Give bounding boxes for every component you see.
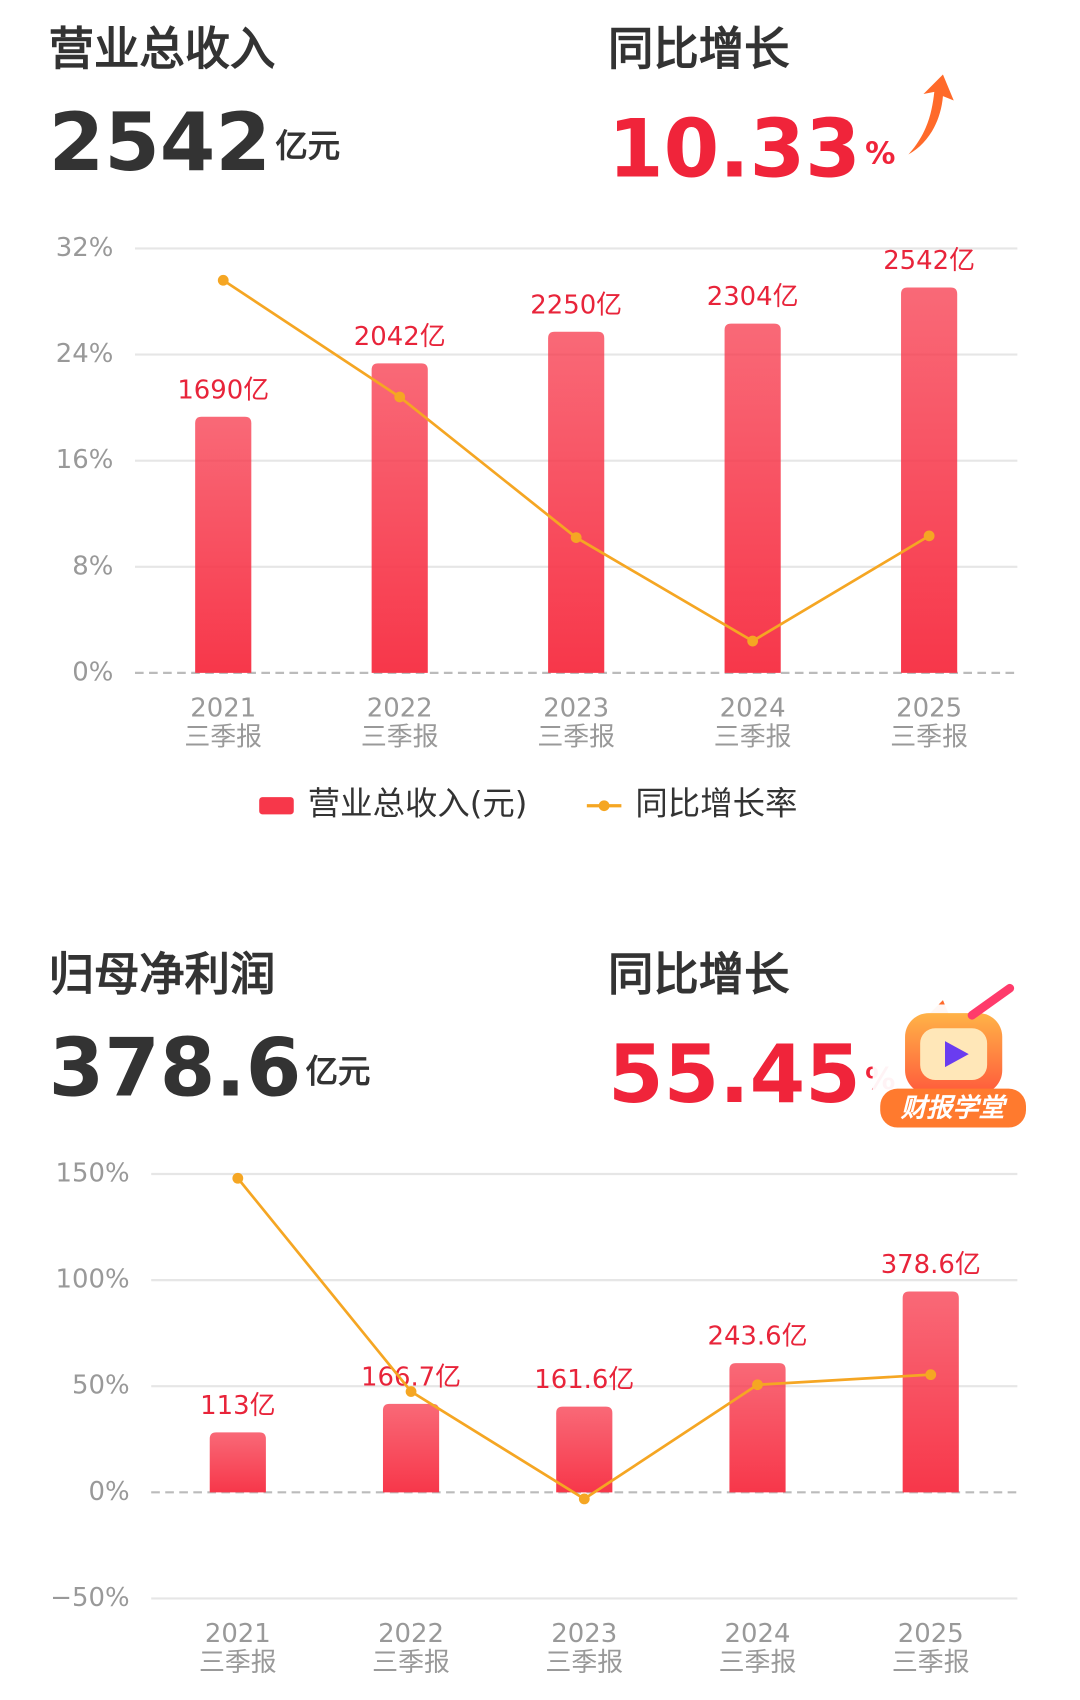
bar <box>382 1403 440 1493</box>
x-tick-label: 2022 三季报 <box>372 1619 450 1678</box>
label-line: 三季报 <box>719 1648 797 1678</box>
line-point <box>925 1369 937 1381</box>
label-line: 2024 <box>720 693 786 723</box>
badge: 财报学堂 <box>872 983 1035 1129</box>
legend-swatch <box>259 797 294 815</box>
label-line: 2023 <box>543 693 609 723</box>
x-tick-label: 2025 三季报 <box>892 1619 970 1678</box>
badge-banner <box>880 1088 1026 1128</box>
label-line: 三季报 <box>184 722 262 752</box>
y-tick-label: 8% <box>72 551 113 581</box>
label-line: 2025 <box>896 693 962 723</box>
bar <box>548 331 605 673</box>
growth-unit: % <box>865 136 895 171</box>
line-point <box>405 1386 417 1397</box>
bar-value-label: 2304亿 <box>707 282 799 312</box>
y-tick-label: 0% <box>72 657 113 687</box>
line-point <box>394 391 406 403</box>
bar <box>195 416 252 673</box>
bar <box>556 1406 613 1493</box>
label-line: 三季报 <box>372 1648 450 1678</box>
y-tick-label: 32% <box>56 233 114 263</box>
growth-number: 10.33 <box>608 102 861 195</box>
metric-unit: 亿元 <box>306 1053 371 1091</box>
label-line: 2022 <box>378 1619 444 1649</box>
bar-value-label: 1690亿 <box>177 375 269 405</box>
x-tick-label: 2025 三季报 <box>890 693 968 752</box>
x-tick-label: 2023 三季报 <box>545 1619 623 1678</box>
label-line: 2022 <box>367 693 433 723</box>
metric-title: 营业总收入 <box>49 22 276 75</box>
label-line: 2023 <box>551 1619 617 1649</box>
bar-value-label: 2542亿 <box>883 246 975 276</box>
metric-value: 2542 亿元 <box>49 96 341 189</box>
bar-value-label: 113亿 <box>200 1391 275 1421</box>
metric-number: 2542 <box>49 96 271 189</box>
label-line: 三季报 <box>892 1648 970 1678</box>
line-point <box>570 532 582 543</box>
label-line: 三季报 <box>537 722 615 752</box>
label-line: 三季报 <box>361 722 439 752</box>
label-line: 2021 <box>190 693 256 723</box>
bar-value-label: 2042亿 <box>354 322 446 352</box>
x-tick-label: 2023 三季报 <box>537 693 615 752</box>
bar <box>902 1291 959 1493</box>
metric-number: 378.6 <box>49 1022 302 1115</box>
bar <box>724 323 781 673</box>
y-tick-label: 16% <box>56 445 114 475</box>
x-tick-label: 2021 三季报 <box>184 693 262 752</box>
growth-number: 55.45 <box>608 1028 861 1121</box>
label-line: 三季报 <box>199 1648 277 1678</box>
bar <box>901 287 958 673</box>
metric-unit: 亿元 <box>275 127 340 165</box>
growth-title: 同比增长 <box>608 948 790 1001</box>
label-line: 三季报 <box>890 722 968 752</box>
badge-label: 财报学堂 <box>900 1094 1009 1124</box>
y-tick-label: 150% <box>56 1159 130 1189</box>
metric-value: 378.6 亿元 <box>49 1022 371 1115</box>
line-point <box>217 274 229 286</box>
x-tick-label: 2022 三季报 <box>361 693 439 752</box>
label-line: 2025 <box>898 1619 964 1649</box>
line-point <box>578 1493 590 1505</box>
line-point <box>923 530 935 542</box>
line-point <box>232 1172 244 1184</box>
bar <box>209 1432 266 1493</box>
label-line: 2024 <box>725 1619 791 1649</box>
label-line: 三季报 <box>545 1648 623 1678</box>
growth-value: 10.33% <box>608 102 895 195</box>
x-tick-label: 2021 三季报 <box>199 1619 277 1678</box>
bar-value-label: 378.6亿 <box>881 1250 981 1280</box>
y-tick-label: 0% <box>88 1477 129 1507</box>
bar-value-label: 243.6亿 <box>707 1322 807 1352</box>
badge-play <box>945 1041 969 1068</box>
x-tick-label: 2024 三季报 <box>714 693 792 752</box>
y-tick-label: −50% <box>50 1583 129 1613</box>
bar-value-label: 161.6亿 <box>534 1365 634 1395</box>
up-arrow <box>908 74 954 155</box>
line-point <box>752 1379 763 1391</box>
bar <box>371 363 428 673</box>
y-tick-label: 50% <box>72 1371 130 1401</box>
y-tick-label: 100% <box>56 1265 130 1295</box>
legend-label: 营业总收入(元) <box>308 785 528 823</box>
badge-antenna <box>967 983 1015 1020</box>
x-tick-label: 2024 三季报 <box>719 1619 797 1678</box>
growth-value: 55.45% <box>608 1028 895 1121</box>
metric-title: 归母净利润 <box>49 948 276 1001</box>
line-point <box>747 635 759 647</box>
legend-swatch-dot <box>598 800 610 812</box>
growth-title: 同比增长 <box>608 22 790 75</box>
label-line: 三季报 <box>714 722 792 752</box>
legend-label: 同比增长率 <box>635 785 797 823</box>
label-line: 2021 <box>205 1619 271 1649</box>
y-tick-label: 24% <box>56 339 114 369</box>
bar-value-label: 2250亿 <box>530 290 622 320</box>
